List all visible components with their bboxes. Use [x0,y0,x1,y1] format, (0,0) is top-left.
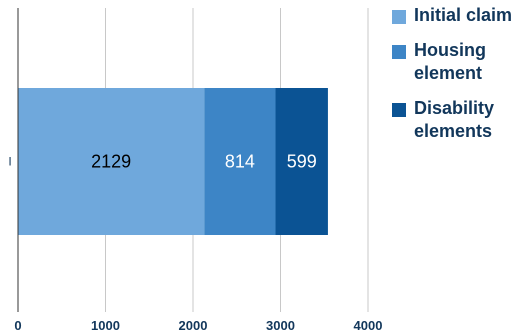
legend-item-housing-element: Housing element [392,39,517,85]
data-label-0: 2129 [91,152,131,172]
data-label-2: 599 [287,152,317,172]
x-tick-label-3000: 3000 [266,318,295,333]
bar-segment-1 [204,88,276,235]
legend-label-disability-elements: Disability elements [414,98,495,141]
legend: Initial claim Housing element Disability… [392,4,517,155]
x-tick-label-0: 0 [14,318,21,333]
legend-item-disability-elements: Disability elements [392,97,517,143]
bar-segment-2 [275,88,328,235]
legend-swatch-housing-element [392,45,406,59]
x-tick-label-4000: 4000 [354,318,383,333]
legend-item-initial-claim: Initial claim [392,4,517,27]
x-tick-label-2000: 2000 [179,318,208,333]
category-label-0: I [8,155,11,169]
legend-label-initial-claim: Initial claim [414,5,513,25]
legend-swatch-disability-elements [392,103,406,117]
bar-segment-0 [18,88,205,235]
data-label-1: 814 [225,152,255,172]
legend-label-housing-element: Housing element [414,40,486,83]
legend-swatch-initial-claim [392,10,406,24]
x-tick-label-1000: 1000 [91,318,120,333]
